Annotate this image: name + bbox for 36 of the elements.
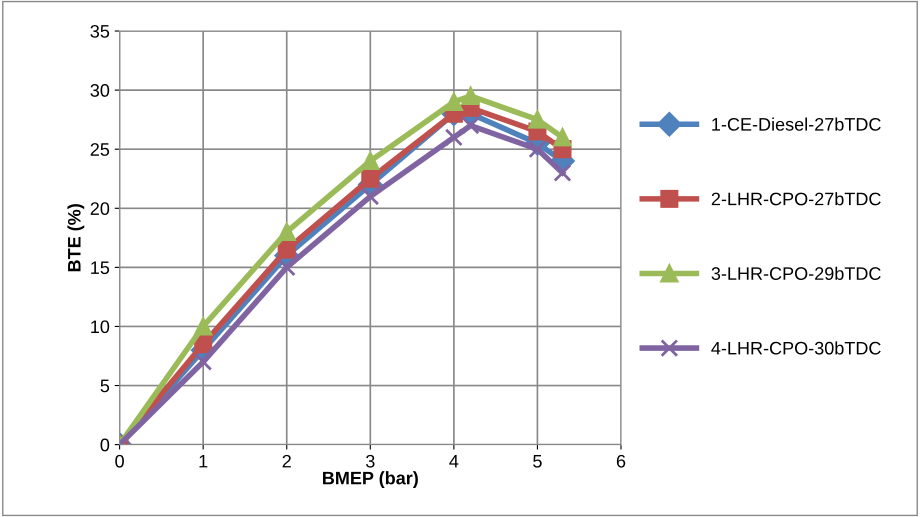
legend-label: 1-CE-Diesel-27bTDC [712,117,881,131]
point [444,92,463,111]
point [553,128,572,146]
legend-label: 2-LHR-CPO-27bTDC [712,192,881,206]
x-tick-label: 3 [366,454,375,468]
point [361,170,380,188]
point [194,317,212,336]
point [278,240,296,259]
x-tick-label: 1 [200,455,208,468]
y-tick-label: 15 [91,261,110,274]
x-tick-label: 6 [616,454,626,468]
y-tick-label: 30 [90,84,110,97]
y-axis-title: BTE (%) [67,204,84,272]
legend-label: 3-LHR-CPO-29bTDC [712,266,881,280]
point [444,128,463,146]
x-tick-label: 5 [533,455,542,468]
legend-label: 4-LHR-CPO-30bTDC [711,341,881,355]
y-tick-label: 35 [90,24,110,38]
point [553,164,572,182]
y-tick-label: 5 [100,380,110,392]
y-tick-label: 10 [91,320,110,334]
point [278,222,296,241]
point [462,116,480,135]
point [361,187,380,206]
x-tick-label: 2 [282,454,291,468]
point [194,352,212,371]
x-tick-label: 0 [115,454,124,468]
y-tick-label: 25 [90,143,110,156]
point [528,110,546,129]
x-axis-title: BMEP (bar) [323,471,418,488]
point [278,258,296,276]
point [462,86,480,106]
y-tick-label: 20 [90,202,110,215]
x-tick-label: 4 [449,455,458,468]
point [528,140,546,158]
y-tick-label: 0 [100,438,110,452]
